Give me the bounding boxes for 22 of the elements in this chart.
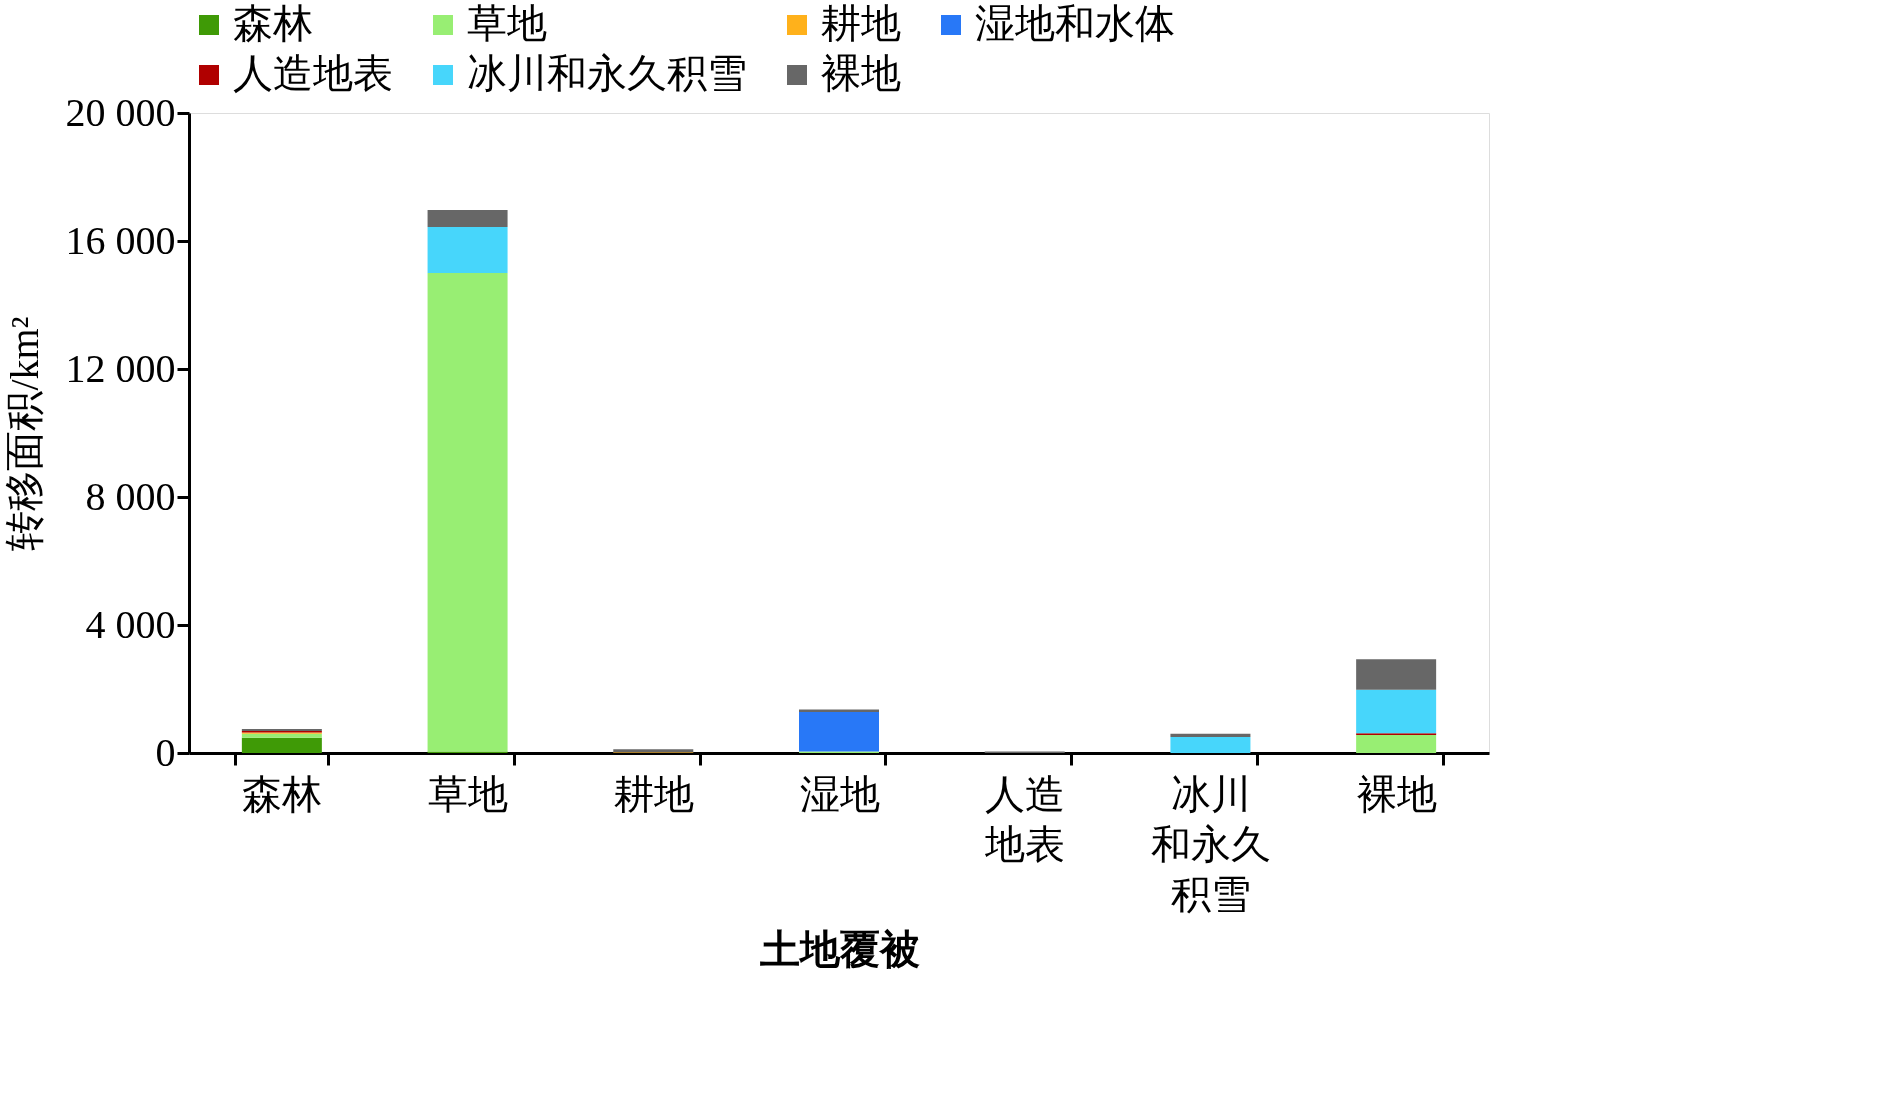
y-tick-label: 16 000 (65, 217, 176, 263)
y-tick-label: 0 (155, 729, 176, 775)
x-tick-label: 耕地 (613, 771, 694, 817)
y-tick-label: 20 000 (65, 89, 176, 135)
legend-label: 湿地和水体 (975, 1, 1175, 46)
x-tick-label: 裸地 (1356, 771, 1437, 817)
legend-label: 人造地表 (233, 51, 393, 96)
x-axis-title: 土地覆被 (759, 926, 920, 972)
x-tick-label: 草地 (428, 771, 509, 817)
y-tick-label: 4 000 (85, 601, 176, 647)
legend-label: 冰川和永久积雪 (467, 51, 747, 96)
legend-label: 草地 (467, 1, 547, 46)
y-tick-label: 12 000 (65, 345, 176, 391)
legend-label: 森林 (233, 1, 313, 46)
x-tick-label: 湿地 (799, 771, 880, 817)
y-tick-label: 8 000 (85, 473, 176, 519)
x-tick-label: 冰川和永久积雪 (1150, 771, 1271, 917)
y-axis-title: 转移面积/km² (1, 316, 47, 551)
legend-label: 耕地 (821, 1, 901, 46)
x-tick-label: 人造地表 (984, 771, 1066, 867)
legend-label: 裸地 (821, 51, 901, 96)
x-tick-label: 森林 (242, 771, 323, 817)
